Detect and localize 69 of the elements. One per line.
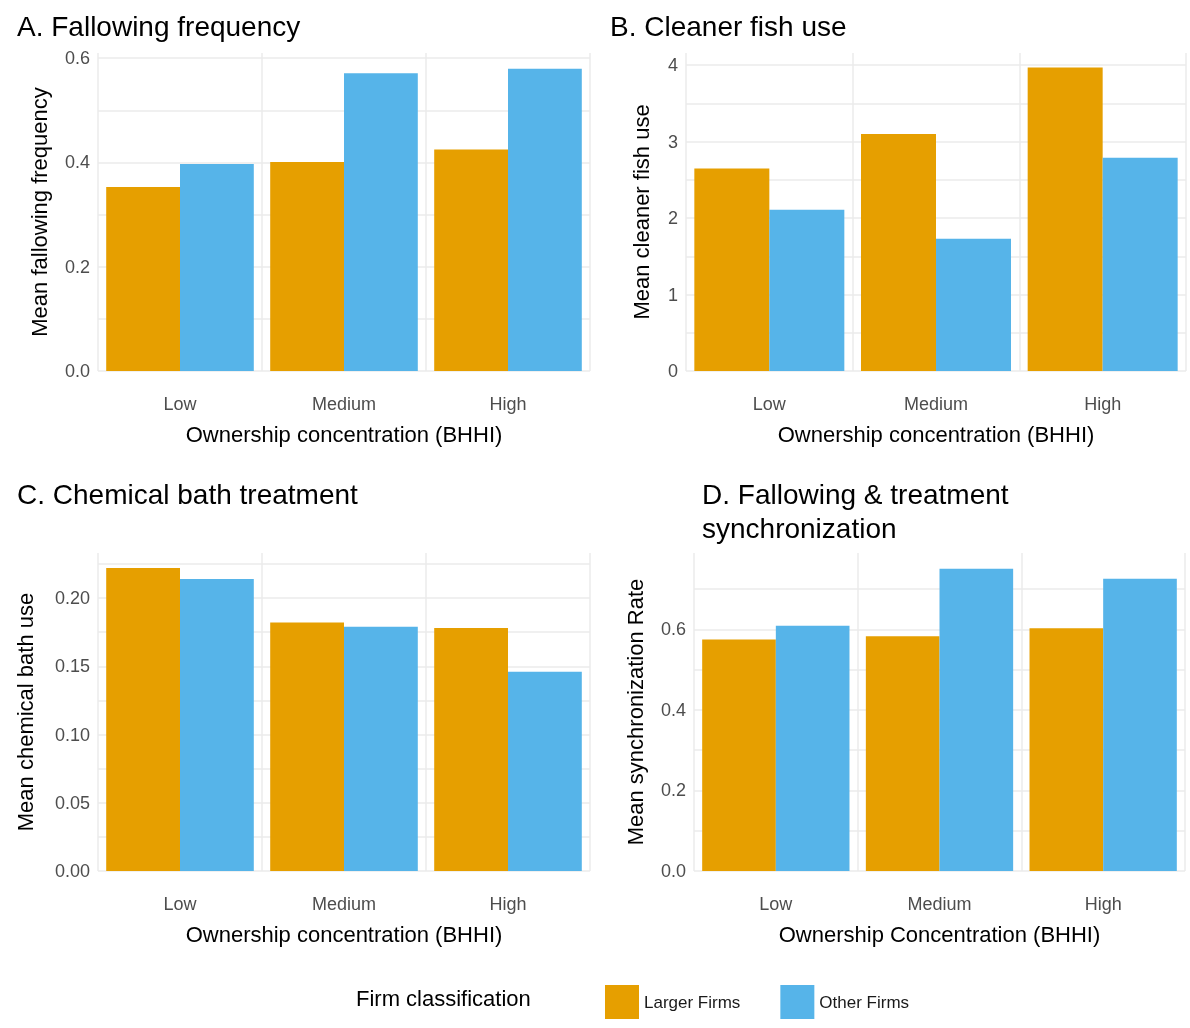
- y-tick-label: 0.0: [64, 361, 90, 381]
- y-tick-label: 0.00: [54, 861, 90, 881]
- y-tick-label: 0.10: [54, 724, 90, 745]
- x-tick-label: Medium: [903, 394, 969, 414]
- x-axis-title: Ownership concentration (BHHI): [777, 421, 1095, 447]
- y-tick-label: 0.05: [54, 792, 90, 813]
- bar: [865, 636, 940, 871]
- x-tick-label: High: [1084, 394, 1122, 414]
- bar: [936, 238, 1011, 371]
- x-axis-title: Ownership concentration (BHHI): [185, 921, 503, 947]
- x-tick-label: Low: [752, 394, 787, 414]
- y-tick-label: 4: [667, 55, 678, 76]
- legend-label: Larger Firms: [644, 992, 741, 1012]
- bar: [694, 168, 770, 371]
- bar: [106, 186, 180, 371]
- bar: [702, 639, 776, 871]
- bar: [180, 578, 254, 871]
- bar: [344, 626, 418, 871]
- legend-title: Firm classification: [356, 985, 531, 1011]
- y-tick-label: 0.2: [660, 780, 686, 801]
- y-tick-label: 3: [667, 131, 678, 152]
- x-axis-title: Ownership concentration (BHHI): [185, 421, 503, 447]
- chart-title: B. Cleaner fish use: [610, 10, 847, 42]
- x-tick-label: High: [1084, 894, 1122, 914]
- bar: [434, 149, 508, 371]
- x-tick-label: Low: [163, 894, 198, 914]
- bar: [508, 68, 582, 371]
- bar: [344, 73, 418, 371]
- bar: [434, 628, 508, 871]
- chart-title: A. Fallowing frequency: [17, 10, 301, 42]
- x-tick-label: Medium: [311, 894, 377, 914]
- x-tick-label: Medium: [311, 394, 377, 414]
- y-tick-label: 0.0: [660, 861, 686, 881]
- x-tick-label: Medium: [907, 894, 972, 914]
- y-tick-label: 0.4: [660, 699, 686, 720]
- y-tick-label: 0.20: [54, 588, 90, 609]
- bar: [270, 161, 344, 371]
- y-tick-label: 0.15: [54, 656, 90, 677]
- bar: [775, 625, 850, 871]
- y-tick-label: 0.2: [64, 256, 90, 277]
- bar: [508, 671, 582, 871]
- bar: [1029, 628, 1104, 871]
- y-tick-label: 0.4: [64, 152, 90, 173]
- bar: [769, 209, 845, 371]
- bar: [180, 164, 254, 371]
- bar: [1027, 67, 1103, 371]
- bar: [939, 568, 1014, 871]
- x-tick-label: Low: [163, 394, 198, 414]
- bar: [270, 622, 344, 871]
- y-axis-title: Mean synchronization Rate: [622, 578, 648, 846]
- y-tick-label: 2: [667, 208, 678, 229]
- y-tick-label: 1: [667, 284, 678, 305]
- bar: [861, 134, 936, 371]
- y-tick-label: 0: [667, 361, 678, 381]
- bar: [1103, 578, 1177, 871]
- y-axis-title: Mean cleaner fish use: [628, 104, 654, 320]
- y-axis-title: Mean fallowing frequency: [26, 87, 52, 337]
- x-tick-label: High: [489, 894, 527, 914]
- chart-title: D. Fallowing & treatment synchronization: [702, 478, 1017, 544]
- y-tick-label: 0.6: [660, 619, 686, 640]
- chart-title: C. Chemical bath treatment: [17, 478, 359, 510]
- bar: [106, 568, 180, 871]
- bar: [1102, 157, 1178, 371]
- y-tick-label: 0.6: [64, 48, 90, 69]
- legend-label: Other Firms: [819, 992, 910, 1012]
- y-axis-title: Mean chemical bath use: [12, 592, 38, 832]
- x-tick-label: Low: [759, 894, 794, 914]
- x-axis-title: Ownership Concentration (BHHI): [778, 921, 1101, 947]
- x-tick-label: High: [489, 394, 527, 414]
